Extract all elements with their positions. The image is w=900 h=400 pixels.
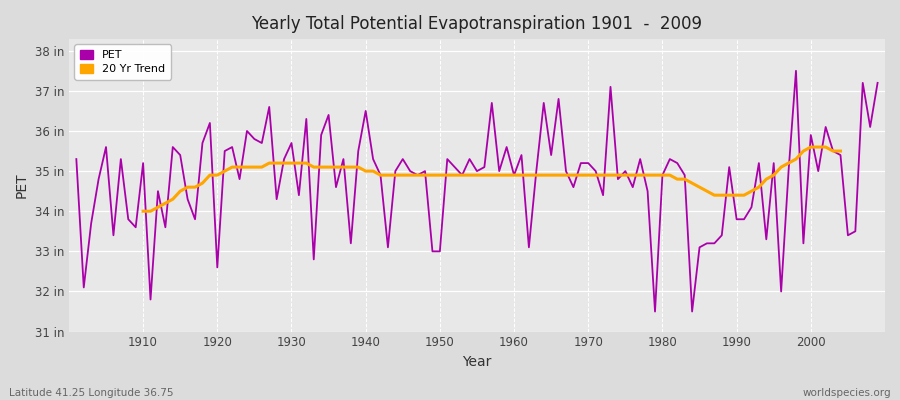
Line: PET: PET — [76, 71, 878, 312]
PET — [872, 80, 883, 85]
PET — [598, 193, 608, 198]
20 Yr Trend — [627, 173, 638, 178]
PET — [338, 157, 349, 162]
20 Yr Trend — [167, 197, 178, 202]
Y-axis label: PET: PET — [15, 172, 29, 198]
Text: Latitude 41.25 Longitude 36.75: Latitude 41.25 Longitude 36.75 — [9, 388, 174, 398]
X-axis label: Year: Year — [463, 355, 491, 369]
PET — [130, 225, 141, 230]
PET — [501, 145, 512, 150]
20 Yr Trend — [835, 149, 846, 154]
20 Yr Trend — [264, 161, 274, 166]
Legend: PET, 20 Yr Trend: PET, 20 Yr Trend — [75, 44, 171, 80]
20 Yr Trend — [657, 173, 668, 178]
PET — [293, 193, 304, 198]
Text: worldspecies.org: worldspecies.org — [803, 388, 891, 398]
PET — [71, 157, 82, 162]
20 Yr Trend — [613, 173, 624, 178]
PET — [650, 309, 661, 314]
Line: 20 Yr Trend: 20 Yr Trend — [143, 147, 841, 211]
20 Yr Trend — [138, 209, 148, 214]
20 Yr Trend — [650, 173, 661, 178]
PET — [508, 173, 519, 178]
Title: Yearly Total Potential Evapotranspiration 1901  -  2009: Yearly Total Potential Evapotranspiratio… — [251, 15, 703, 33]
20 Yr Trend — [806, 145, 816, 150]
PET — [790, 68, 801, 73]
